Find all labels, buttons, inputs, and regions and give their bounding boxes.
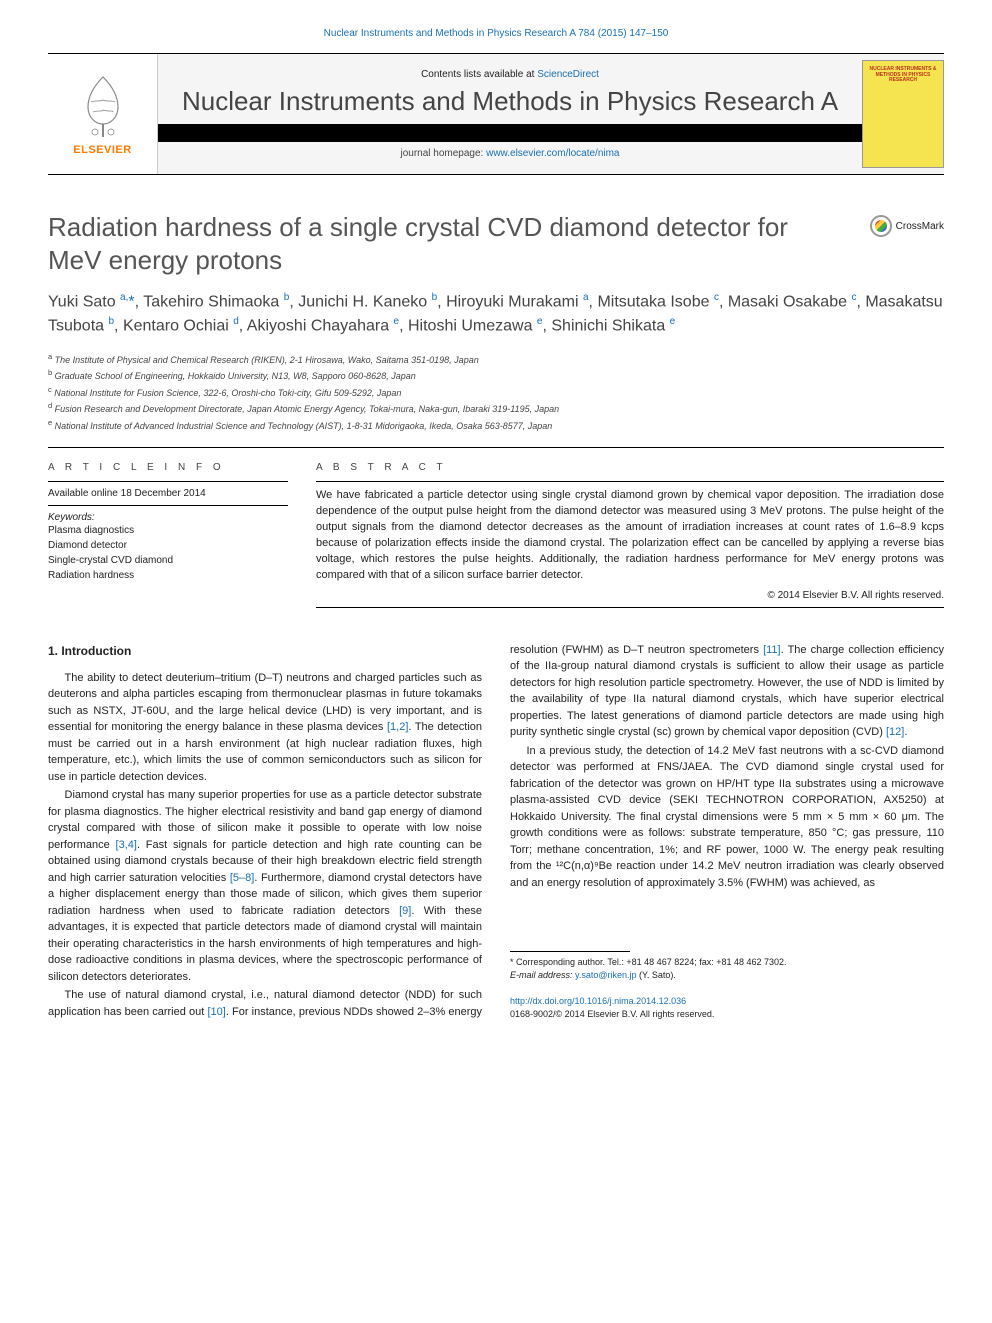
footnote-line: * Corresponding author. Tel.: +81 48 467…	[510, 956, 944, 969]
journal-cover-thumb: NUCLEAR INSTRUMENTS & METHODS IN PHYSICS…	[862, 60, 944, 168]
available-online: Available online 18 December 2014	[48, 488, 288, 499]
crossmark-label: CrossMark	[896, 221, 944, 232]
cover-thumb-text: NUCLEAR INSTRUMENTS & METHODS IN PHYSICS…	[863, 67, 943, 84]
corresponding-author-note: * Corresponding author. Tel.: +81 48 467…	[510, 956, 944, 981]
banner-black-bar	[158, 124, 862, 142]
journal-banner: ELSEVIER Contents lists available at Sci…	[48, 53, 944, 175]
email-label: E-mail address:	[510, 970, 575, 980]
footnote-separator	[510, 951, 630, 952]
citation-link[interactable]: [5–8]	[230, 872, 254, 884]
text-run: ¹²C(n,α)⁹Be	[556, 860, 612, 872]
text-run: . The charge collection efficiency of th…	[510, 644, 944, 739]
doi-link[interactable]: http://dx.doi.org/10.1016/j.nima.2014.12…	[510, 996, 686, 1006]
section-heading-intro: 1. Introduction	[48, 642, 482, 660]
divider	[48, 481, 288, 482]
citation-link[interactable]: [9]	[399, 905, 411, 917]
citation-link[interactable]: [10]	[207, 1006, 225, 1018]
citation-link[interactable]: [3,4]	[116, 839, 137, 851]
journal-homepage: journal homepage: www.elsevier.com/locat…	[158, 148, 862, 159]
citation-link[interactable]: [12]	[886, 726, 904, 738]
doi-block: http://dx.doi.org/10.1016/j.nima.2014.12…	[510, 995, 944, 1020]
running-header: Nuclear Instruments and Methods in Physi…	[48, 28, 944, 39]
divider	[316, 481, 944, 482]
authors-list: Yuki Sato a,*, Takehiro Shimaoka b, Juni…	[48, 290, 944, 339]
issn-line: 0168-9002/© 2014 Elsevier B.V. All right…	[510, 1008, 944, 1021]
body-paragraph: The ability to detect deuterium–tritium …	[48, 670, 482, 786]
contents-prefix: Contents lists available at	[421, 69, 537, 80]
body-paragraph: Diamond crystal has many superior proper…	[48, 787, 482, 985]
citation-link[interactable]: [11]	[763, 644, 781, 656]
homepage-prefix: journal homepage:	[400, 148, 486, 159]
keywords-label: Keywords:	[48, 512, 288, 523]
text-run: (Y. Sato).	[637, 970, 676, 980]
divider	[48, 505, 288, 506]
crossmark-badge[interactable]: CrossMark	[870, 215, 944, 237]
footnote-email-line: E-mail address: y.sato@riken.jp (Y. Sato…	[510, 969, 944, 982]
divider	[48, 447, 944, 448]
body-paragraph: In a previous study, the detection of 14…	[510, 743, 944, 892]
abstract-text: We have fabricated a particle detector u…	[316, 488, 944, 584]
abstract-copyright: © 2014 Elsevier B.V. All rights reserved…	[316, 590, 944, 601]
abstract-label: A B S T R A C T	[316, 462, 944, 473]
citation-link[interactable]: [1,2]	[387, 721, 408, 733]
homepage-link[interactable]: www.elsevier.com/locate/nima	[486, 148, 619, 159]
article-info-label: A R T I C L E I N F O	[48, 462, 288, 473]
affiliations-list: a The Institute of Physical and Chemical…	[48, 351, 944, 434]
text-run: .	[904, 726, 907, 738]
journal-name: Nuclear Instruments and Methods in Physi…	[158, 86, 862, 117]
divider	[316, 607, 944, 608]
sciencedirect-link[interactable]: ScienceDirect	[537, 69, 599, 80]
email-link[interactable]: y.sato@riken.jp	[575, 970, 637, 980]
contents-line: Contents lists available at ScienceDirec…	[158, 69, 862, 80]
article-title: Radiation hardness of a single crystal C…	[48, 211, 808, 276]
elsevier-logo: ELSEVIER	[48, 54, 158, 174]
elsevier-tree-icon	[73, 72, 133, 142]
keywords-list: Plasma diagnosticsDiamond detectorSingle…	[48, 523, 288, 583]
elsevier-label: ELSEVIER	[73, 144, 131, 156]
text-run: In a previous study, the detection of 14…	[510, 745, 944, 873]
crossmark-icon	[870, 215, 892, 237]
